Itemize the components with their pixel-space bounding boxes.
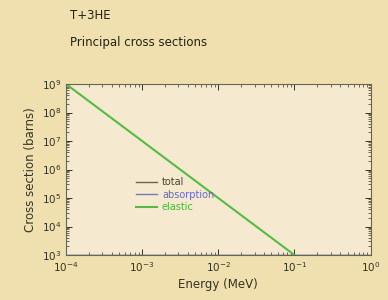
Y-axis label: Cross section (barns): Cross section (barns) (24, 107, 37, 232)
Legend: total, absorption, elastic: total, absorption, elastic (132, 173, 218, 216)
Text: Principal cross sections: Principal cross sections (70, 36, 207, 49)
Text: T+3HE: T+3HE (70, 9, 111, 22)
X-axis label: Energy (MeV): Energy (MeV) (178, 278, 258, 291)
